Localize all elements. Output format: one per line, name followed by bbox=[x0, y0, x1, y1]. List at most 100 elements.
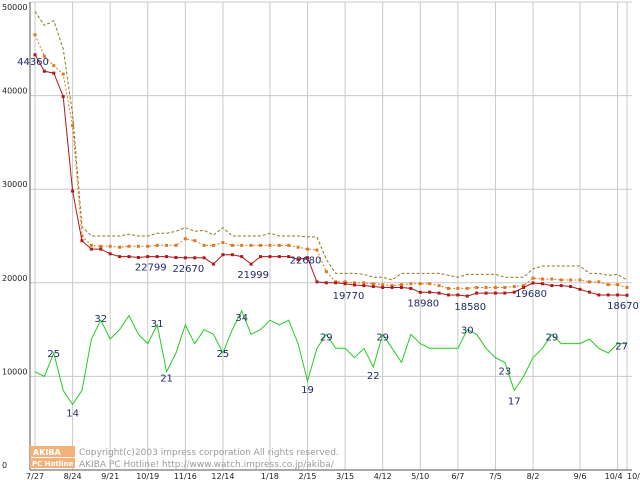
data-point-lowest-price bbox=[390, 285, 394, 289]
data-point-average-price bbox=[503, 285, 507, 289]
data-point-average-price bbox=[202, 243, 206, 247]
shop-count-label: 25 bbox=[47, 349, 60, 360]
data-point-lowest-price bbox=[362, 284, 366, 288]
data-point-lowest-price bbox=[493, 291, 497, 295]
x-tick-label: 1/18 bbox=[261, 472, 279, 480]
y-tick-label: 0 bbox=[2, 461, 7, 470]
data-point-average-price bbox=[606, 283, 610, 287]
data-point-average-price bbox=[183, 237, 187, 241]
data-point-average-price bbox=[465, 286, 469, 290]
data-point-lowest-price bbox=[371, 285, 375, 289]
data-point-average-price bbox=[428, 282, 432, 286]
series-line-max-price bbox=[34, 11, 628, 281]
data-point-average-price bbox=[127, 244, 131, 248]
data-point-average-price bbox=[136, 244, 140, 248]
lowest-price-label: 19770 bbox=[333, 291, 365, 302]
data-point-lowest-price bbox=[418, 290, 422, 294]
data-point-lowest-price bbox=[118, 255, 122, 259]
data-point-lowest-price bbox=[381, 285, 385, 289]
data-point-average-price bbox=[569, 278, 573, 282]
data-point-lowest-price bbox=[183, 256, 187, 260]
data-point-average-price bbox=[381, 283, 385, 287]
data-point-average-price bbox=[475, 285, 479, 289]
data-point-average-price bbox=[52, 64, 56, 68]
x-tick-label: 10/4 bbox=[605, 472, 623, 480]
data-point-lowest-price bbox=[296, 257, 300, 261]
shop-count-label: 29 bbox=[376, 332, 389, 343]
lowest-price-label: 22670 bbox=[172, 264, 204, 275]
data-point-lowest-price bbox=[315, 280, 319, 284]
data-point-lowest-price bbox=[531, 281, 535, 285]
data-point-average-price bbox=[212, 243, 216, 247]
data-point-lowest-price bbox=[259, 255, 263, 259]
data-point-lowest-price bbox=[625, 293, 629, 297]
x-tick-label: 10/11 bbox=[627, 472, 640, 480]
data-point-lowest-price bbox=[352, 283, 356, 287]
data-point-lowest-price bbox=[71, 189, 75, 193]
lowest-price-label: 18980 bbox=[407, 298, 439, 309]
data-point-lowest-price bbox=[446, 293, 450, 297]
data-point-average-price bbox=[193, 239, 197, 243]
data-point-lowest-price bbox=[80, 239, 84, 243]
copyright-text: Copyright(c)2003 impress corporation All… bbox=[79, 448, 339, 458]
shop-count-label: 25 bbox=[217, 349, 230, 360]
data-point-lowest-price bbox=[99, 247, 103, 251]
series-line-shop-count bbox=[34, 309, 627, 406]
data-point-average-price bbox=[550, 277, 554, 281]
x-gridlines bbox=[34, 2, 628, 470]
lowest-price-label: 44360 bbox=[17, 57, 49, 68]
data-point-lowest-price bbox=[559, 284, 563, 288]
logo-bottom-text: PC Hotline bbox=[32, 460, 74, 468]
data-point-average-price bbox=[352, 281, 356, 285]
data-point-lowest-price bbox=[165, 255, 169, 259]
data-point-average-price bbox=[240, 243, 244, 247]
data-point-lowest-price bbox=[343, 282, 347, 286]
x-tick-label: 11/16 bbox=[174, 472, 197, 480]
shop-count-label: 32 bbox=[94, 314, 107, 325]
data-point-lowest-price bbox=[324, 281, 328, 285]
data-point-lowest-price bbox=[42, 69, 46, 73]
data-point-lowest-price bbox=[475, 291, 479, 295]
data-point-average-price bbox=[371, 282, 375, 286]
data-point-lowest-price bbox=[503, 291, 507, 295]
data-point-average-price bbox=[616, 283, 620, 287]
y-tick-label: 10000 bbox=[2, 367, 27, 376]
y-tick-label: 50000 bbox=[2, 3, 27, 12]
data-point-average-price bbox=[446, 286, 450, 290]
x-tick-label: 4/12 bbox=[374, 472, 392, 480]
data-point-average-price bbox=[559, 278, 563, 282]
series-layer bbox=[33, 11, 629, 406]
data-point-average-price bbox=[174, 243, 178, 247]
series-line-average-price bbox=[34, 34, 628, 289]
shop-count-label: 19 bbox=[301, 385, 314, 396]
data-point-lowest-price bbox=[240, 255, 244, 259]
data-point-lowest-price bbox=[89, 247, 93, 251]
data-point-average-price bbox=[531, 276, 535, 280]
data-point-lowest-price bbox=[437, 291, 441, 295]
data-point-lowest-price bbox=[277, 255, 281, 259]
data-point-average-price bbox=[249, 243, 253, 247]
data-point-average-price bbox=[493, 285, 497, 289]
data-point-lowest-price bbox=[202, 256, 206, 260]
data-point-lowest-price bbox=[136, 256, 140, 260]
data-point-average-price bbox=[587, 280, 591, 284]
data-point-average-price bbox=[306, 247, 310, 251]
shop-count-label: 29 bbox=[320, 332, 333, 343]
data-point-lowest-price bbox=[512, 290, 516, 294]
x-tick-label: 7/5 bbox=[489, 472, 502, 480]
data-point-lowest-price bbox=[428, 290, 432, 294]
x-tick-label: 7/27 bbox=[26, 472, 44, 480]
x-tick-labels: 7/27 8/24 9/21 10/19 11/16 12/14 1/18 2/15 3/15 4… bbox=[26, 472, 640, 480]
data-point-average-price bbox=[89, 243, 93, 247]
data-point-lowest-price bbox=[540, 282, 544, 286]
data-point-lowest-price bbox=[221, 253, 225, 257]
data-point-average-price bbox=[437, 284, 441, 288]
shop-count-label: 23 bbox=[498, 366, 511, 377]
shop-count-label: 17 bbox=[508, 396, 521, 407]
data-point-lowest-price bbox=[606, 293, 610, 297]
data-point-average-price bbox=[540, 277, 544, 281]
data-point-average-price bbox=[33, 33, 37, 37]
shop-count-label: 30 bbox=[461, 326, 474, 337]
